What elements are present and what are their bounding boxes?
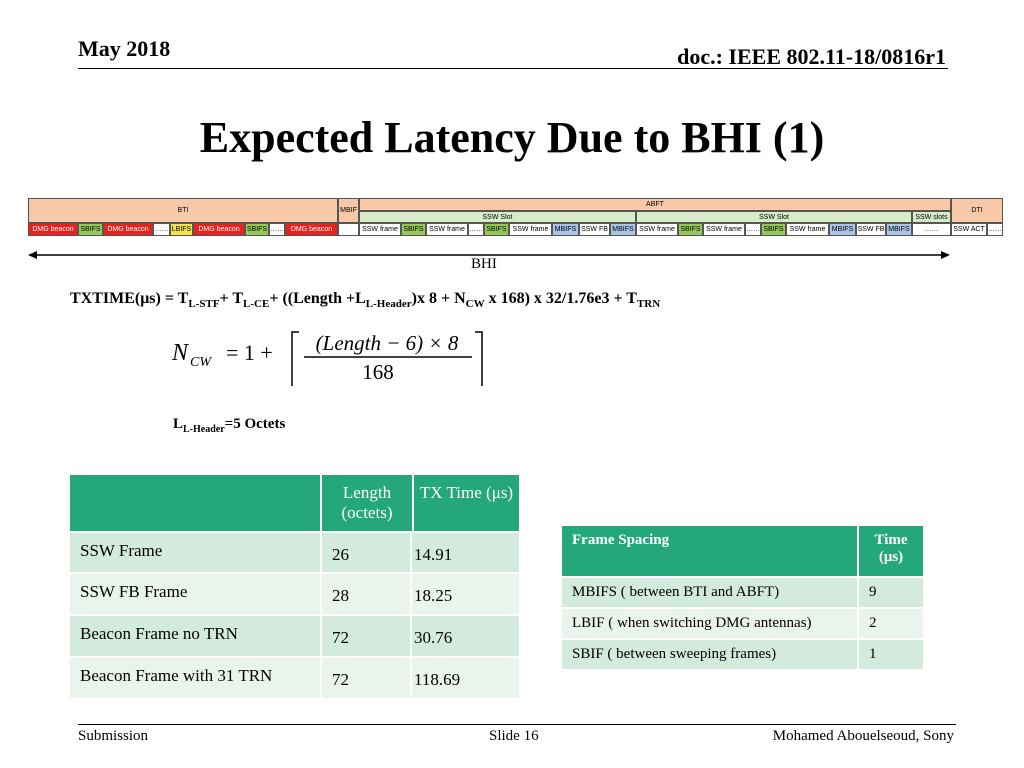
table-cell: 118.69 bbox=[412, 658, 519, 698]
bhi-timeline: BTI MBIF ABFT SSW Slot SSW Slot SSW slot… bbox=[28, 198, 1003, 237]
dmg-beacon-cell: DMG beacon bbox=[193, 223, 245, 236]
ssw-frame-cell: SSW frame bbox=[426, 223, 468, 236]
lheader-note: LL-Header=5 Octets bbox=[173, 416, 286, 435]
ssw-slot-1: SSW Slot bbox=[359, 211, 636, 223]
table-header-cell: Frame Spacing bbox=[562, 526, 857, 576]
footer-slide-number: Slide 16 bbox=[489, 728, 539, 744]
lbifs-cell: LBIFS bbox=[170, 223, 193, 236]
slide-title: Expected Latency Due to BHI (1) bbox=[199, 113, 825, 162]
table-row-label: SSW FB Frame bbox=[70, 574, 320, 614]
sbifs-cell: SBIFS bbox=[401, 223, 426, 236]
ssw-slots-label: SSW slots bbox=[912, 211, 951, 223]
mbifs-cell: MBIFS bbox=[886, 223, 912, 236]
mbif-gap bbox=[338, 223, 359, 236]
mbifs-cell: MBIFS bbox=[610, 223, 636, 236]
table-row-label: SBIF ( between sweeping frames) bbox=[562, 640, 857, 669]
ncw-subscript: CW bbox=[190, 355, 212, 370]
table-cell: 72 bbox=[322, 658, 410, 698]
ssw-frame-cell: SSW frame bbox=[786, 223, 829, 236]
ssw-fb-cell: SSW FB bbox=[579, 223, 610, 236]
ncw-eq-sign: = 1 + bbox=[226, 340, 273, 365]
ssw-act-cell: SSW ACT bbox=[951, 223, 987, 236]
ncw-denominator: 168 bbox=[362, 360, 394, 384]
footer-divider bbox=[78, 724, 956, 725]
table-cell: 1 bbox=[859, 640, 923, 669]
ssw-slot-2: SSW Slot bbox=[636, 211, 912, 223]
table-cell: 28 bbox=[322, 574, 410, 614]
bti-header: BTI bbox=[28, 198, 338, 223]
table-header-cell: Time (μs) bbox=[859, 526, 923, 576]
dti-header: DTI bbox=[951, 198, 1003, 223]
dots-cell: …… bbox=[468, 223, 484, 236]
header-date: May 2018 bbox=[78, 36, 171, 61]
header-doc-id: doc.: IEEE 802.11-18/0816r1 bbox=[677, 44, 946, 69]
table-header-cell: TX Time (μs) bbox=[412, 475, 519, 531]
txtime-formula: TXTIME(μs) = TL-STF+ TL-CE+ ((Length +LL… bbox=[70, 290, 661, 311]
dmg-beacon-cell: DMG beacon bbox=[285, 223, 338, 236]
table-cell: 9 bbox=[859, 578, 923, 607]
mbifs-cell: MBIFS bbox=[829, 223, 856, 236]
header-divider bbox=[78, 68, 948, 69]
table-row-label: SSW Frame bbox=[70, 533, 320, 572]
table-row-label: MBIFS ( between BTI and ABFT) bbox=[562, 578, 857, 607]
dots-cell: …… bbox=[153, 223, 170, 236]
table-cell: 2 bbox=[859, 609, 923, 638]
sbifs-cell: SBIFS bbox=[761, 223, 786, 236]
dmg-beacon-cell: DMG beacon bbox=[28, 223, 78, 236]
ncw-numerator: (Length − 6) × 8 bbox=[316, 331, 459, 355]
table-cell: 26 bbox=[322, 533, 410, 572]
dots-cell: …… bbox=[912, 223, 951, 236]
ncw-symbol: N bbox=[171, 340, 190, 366]
ssw-fb-cell: SSW FB bbox=[856, 223, 886, 236]
table-header-cell: Length (octets) bbox=[320, 475, 412, 531]
bhi-arrow bbox=[28, 251, 950, 259]
dots-cell: …… bbox=[745, 223, 761, 236]
sbifs-cell: SBIFS bbox=[245, 223, 269, 236]
table-row-label: Beacon Frame with 31 TRN bbox=[70, 658, 320, 698]
table-cell: 18.25 bbox=[412, 574, 519, 614]
ncw-equation: N CW = 1 + (Length − 6) × 8 168 bbox=[171, 331, 483, 386]
table-cell: 14.91 bbox=[412, 533, 519, 572]
mbif-header: MBIF bbox=[338, 198, 359, 223]
table-row-label: Beacon Frame no TRN bbox=[70, 616, 320, 656]
table-cell: 30.76 bbox=[412, 616, 519, 656]
footer-submission: Submission bbox=[78, 728, 149, 744]
ssw-frame-cell: SSW frame bbox=[636, 223, 678, 236]
sbifs-cell: SBIFS bbox=[78, 223, 103, 236]
ssw-frame-cell: SSW frame bbox=[509, 223, 552, 236]
sbifs-cell: SBIFS bbox=[484, 223, 509, 236]
ssw-frame-cell: SSW frame bbox=[703, 223, 745, 236]
dots-cell: …… bbox=[269, 223, 285, 236]
table-header-cell bbox=[70, 475, 320, 531]
dmg-beacon-cell: DMG beacon bbox=[103, 223, 153, 236]
bhi-label: BHI bbox=[471, 256, 497, 272]
ssw-frame-cell: SSW frame bbox=[359, 223, 401, 236]
table-row-label: LBIF ( when switching DMG antennas) bbox=[562, 609, 857, 638]
dots-cell: …… bbox=[987, 223, 1003, 236]
footer-author: Mohamed Abouelseoud, Sony bbox=[772, 728, 954, 744]
sbifs-cell: SBIFS bbox=[678, 223, 703, 236]
table-cell: 72 bbox=[322, 616, 410, 656]
abft-header: ABFT bbox=[359, 198, 951, 211]
mbifs-cell: MBIFS bbox=[552, 223, 579, 236]
